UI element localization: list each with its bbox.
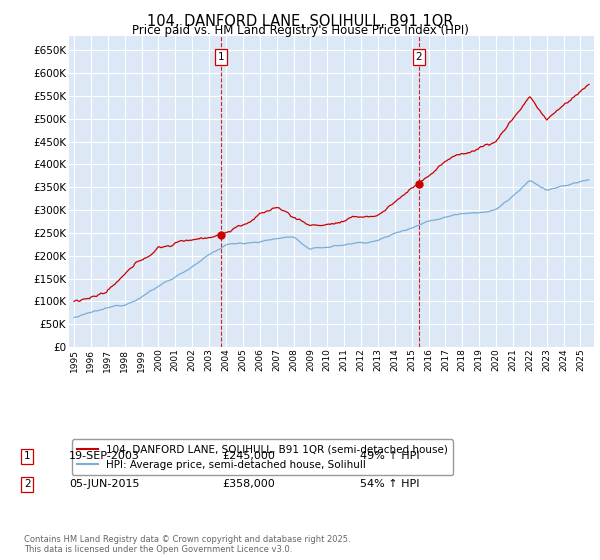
Text: 19-SEP-2003: 19-SEP-2003 [69, 451, 140, 461]
Text: £245,000: £245,000 [222, 451, 275, 461]
Text: Contains HM Land Registry data © Crown copyright and database right 2025.
This d: Contains HM Land Registry data © Crown c… [24, 535, 350, 554]
Text: 05-JUN-2015: 05-JUN-2015 [69, 479, 139, 489]
Text: 1: 1 [218, 52, 224, 62]
Text: Price paid vs. HM Land Registry's House Price Index (HPI): Price paid vs. HM Land Registry's House … [131, 24, 469, 36]
Text: 49% ↑ HPI: 49% ↑ HPI [360, 451, 419, 461]
Text: 54% ↑ HPI: 54% ↑ HPI [360, 479, 419, 489]
Text: £358,000: £358,000 [222, 479, 275, 489]
Text: 2: 2 [24, 479, 31, 489]
Legend: 104, DANFORD LANE, SOLIHULL, B91 1QR (semi-detached house), HPI: Average price, : 104, DANFORD LANE, SOLIHULL, B91 1QR (se… [71, 440, 453, 475]
Text: 104, DANFORD LANE, SOLIHULL, B91 1QR: 104, DANFORD LANE, SOLIHULL, B91 1QR [147, 14, 453, 29]
Text: 2: 2 [416, 52, 422, 62]
Text: 1: 1 [24, 451, 31, 461]
